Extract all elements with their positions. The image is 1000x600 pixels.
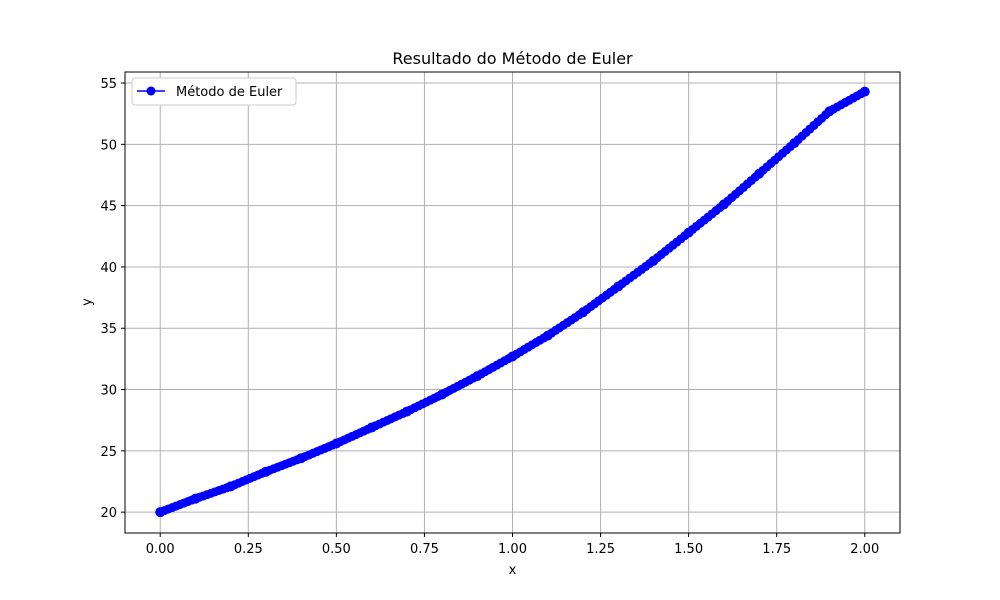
y-tick-label: 30 [100, 384, 117, 399]
interpolated-marker [363, 424, 373, 434]
interpolated-marker [292, 455, 302, 465]
chart-title: Resultado do Método de Euler [392, 49, 633, 68]
y-tick-label: 35 [100, 322, 117, 337]
interpolated-marker [222, 483, 232, 493]
legend-marker [146, 86, 156, 96]
interpolated-marker [539, 333, 549, 343]
interpolated-marker [433, 391, 443, 401]
y-axis: 20 25 30 35 40 45 50 55 [100, 77, 125, 521]
interpolated-marker [398, 408, 408, 418]
x-tick-label: 1.00 [498, 542, 527, 557]
x-tick-label: 0.50 [322, 542, 351, 557]
x-tick-label: 2.00 [850, 542, 879, 557]
x-tick-label: 1.50 [674, 542, 703, 557]
interpolated-marker [574, 310, 584, 320]
x-axis: 0.00 0.25 0.50 0.75 1.00 1.25 1.50 1.75 2.00 [146, 533, 879, 557]
interpolated-marker [327, 440, 337, 450]
interpolated-marker [609, 284, 619, 294]
interpolated-marker [468, 373, 478, 383]
interpolated-marker [644, 259, 654, 269]
x-tick-label: 1.25 [586, 542, 615, 557]
y-tick-label: 50 [100, 138, 117, 153]
x-tick-label: 0.75 [410, 542, 439, 557]
y-tick-label: 25 [100, 445, 117, 460]
x-tick-label: 0.00 [146, 542, 175, 557]
grid [125, 72, 900, 533]
y-tick-label: 55 [100, 77, 117, 92]
y-axis-label: y [80, 298, 95, 306]
interpolated-marker [680, 231, 690, 241]
interpolated-marker [504, 354, 514, 364]
interpolated-marker [187, 495, 197, 505]
y-tick-label: 45 [100, 200, 117, 215]
interpolated-marker [715, 203, 725, 213]
interpolated-marker [785, 142, 795, 152]
y-tick-label: 20 [100, 506, 117, 521]
legend-box [131, 77, 297, 106]
y-tick-label: 40 [100, 261, 117, 276]
legend-label: Método de Euler [176, 85, 283, 100]
interpolated-marker [856, 89, 866, 99]
interpolated-marker [750, 172, 760, 182]
x-tick-label: 1.75 [762, 542, 791, 557]
interpolated-marker [821, 110, 831, 120]
x-tick-label: 0.25 [234, 542, 263, 557]
x-axis-label: x [509, 563, 517, 578]
series-layer [155, 86, 870, 518]
interpolated-marker [257, 468, 267, 478]
legend: Método de Euler [131, 77, 297, 106]
